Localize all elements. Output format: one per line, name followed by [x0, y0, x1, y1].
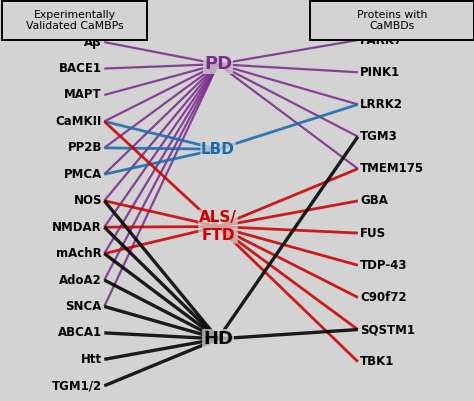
Text: ABCA1: ABCA1	[58, 326, 102, 339]
Text: Proteins with
CaMBDs: Proteins with CaMBDs	[357, 10, 428, 31]
Text: TGM3: TGM3	[360, 130, 398, 143]
Text: mAchR: mAchR	[56, 247, 102, 260]
Text: NMDAR: NMDAR	[52, 221, 102, 234]
Text: Experimentally
Validated CaMBPs: Experimentally Validated CaMBPs	[26, 10, 124, 31]
Text: LBD: LBD	[201, 142, 235, 157]
FancyBboxPatch shape	[2, 1, 147, 40]
Text: HD: HD	[203, 330, 233, 348]
Text: TDP-43: TDP-43	[360, 259, 408, 272]
Text: FUS: FUS	[360, 227, 386, 239]
Text: LRRK2: LRRK2	[360, 98, 403, 111]
Text: TGM1/2: TGM1/2	[52, 379, 102, 392]
Text: PINK1: PINK1	[360, 66, 401, 79]
Text: AdoA2: AdoA2	[59, 273, 102, 287]
Text: TBK1: TBK1	[360, 355, 395, 368]
Text: PARK7: PARK7	[360, 34, 403, 47]
FancyBboxPatch shape	[310, 1, 474, 40]
Text: BACE1: BACE1	[59, 62, 102, 75]
Text: PMCA: PMCA	[64, 168, 102, 181]
Text: TMEM175: TMEM175	[360, 162, 424, 175]
Text: Htt: Htt	[81, 353, 102, 366]
Text: C90f72: C90f72	[360, 291, 407, 304]
Text: PP2B: PP2B	[67, 141, 102, 154]
Text: SNCA: SNCA	[65, 300, 102, 313]
Text: NOS: NOS	[73, 194, 102, 207]
Text: PD: PD	[204, 55, 232, 73]
Text: ALS/
FTD: ALS/ FTD	[199, 211, 237, 243]
Text: Aβ: Aβ	[84, 36, 102, 49]
Text: SQSTM1: SQSTM1	[360, 323, 415, 336]
Text: MAPT: MAPT	[64, 89, 102, 101]
Text: CaMKII: CaMKII	[55, 115, 102, 128]
Text: GBA: GBA	[360, 194, 388, 207]
